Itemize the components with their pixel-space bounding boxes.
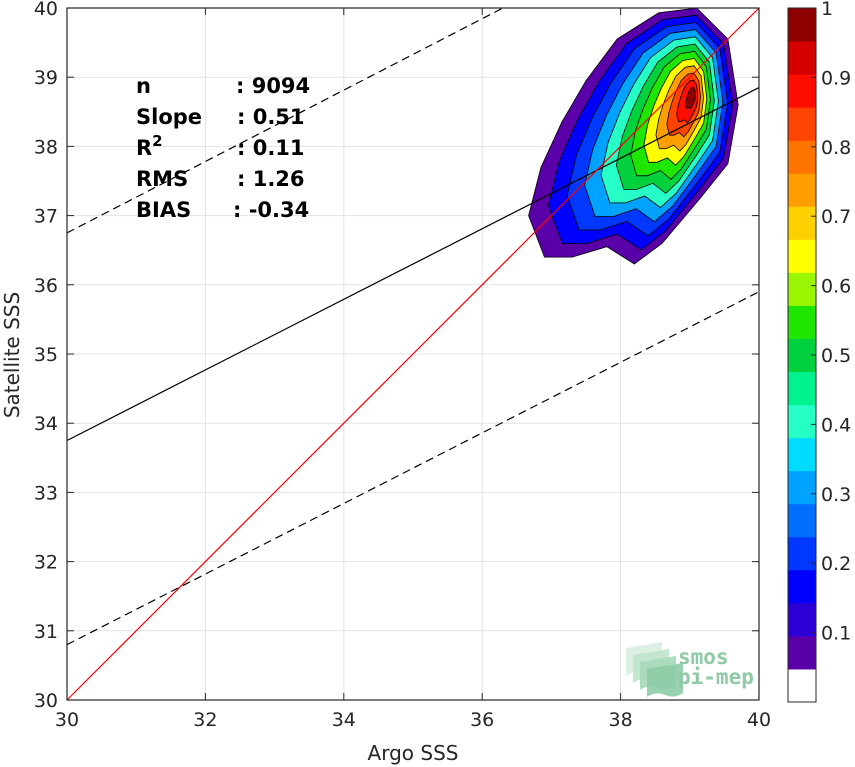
y-tick-label: 30 — [34, 690, 58, 712]
x-tick-label: 38 — [609, 709, 633, 731]
colorbar-swatch — [788, 173, 816, 207]
colorbar-tick-label: 1 — [821, 0, 833, 20]
stat-value: : -0.34 — [233, 198, 309, 222]
stat-value: : 9094 — [236, 74, 310, 98]
colorbar-swatch — [788, 239, 816, 273]
lower-bound-line — [66, 291, 760, 646]
colorbar-tick-label: 0.6 — [821, 276, 851, 298]
y-tick-label: 35 — [34, 344, 58, 366]
colorbar-tick-label: 0.5 — [821, 345, 851, 367]
colorbar-tick-label: 0.7 — [821, 206, 851, 228]
identity-line — [66, 7, 760, 701]
colorbar: 0.1 0.2 0.3 0.4 0.5 0.6 0.7 0.8 0.9 1 — [787, 0, 851, 703]
x-tick-label: 36 — [470, 709, 494, 731]
x-tick-label: 30 — [55, 709, 79, 731]
density-contour-level-12 — [685, 86, 696, 110]
colorbar-swatch — [788, 503, 816, 538]
logo-wave-shape — [647, 663, 683, 697]
colorbar-swatch — [788, 8, 816, 42]
colorbar-swatch — [788, 437, 816, 472]
x-tick-label: 40 — [747, 709, 771, 731]
colorbar-swatch — [788, 305, 816, 339]
axes: 30 32 34 36 38 40 30 31 32 33 34 35 36 37 38 39 40 — [34, 0, 771, 731]
stat-label: R2 — [136, 132, 163, 160]
colorbar-swatch — [788, 668, 816, 703]
colorbar-tick-label: 0.3 — [821, 484, 851, 506]
colorbar-swatch — [788, 536, 816, 571]
colorbar-swatch — [788, 206, 816, 240]
colorbar-swatch — [788, 569, 816, 604]
stat-label: RMS — [136, 167, 188, 191]
y-tick-label: 32 — [34, 552, 58, 574]
logo-mark-icon — [626, 642, 683, 697]
y-tick-label: 36 — [34, 275, 58, 297]
plot-lines — [66, 7, 760, 701]
y-tick-label: 31 — [34, 621, 58, 643]
stat-value: : 0.51 — [237, 105, 305, 129]
smos-pi-mep-logo: smos pi-mep — [626, 642, 754, 697]
x-tick-label: 32 — [193, 709, 217, 731]
density-contours — [528, 7, 739, 265]
y-tick-label: 33 — [34, 482, 58, 504]
stat-label: BIAS — [136, 198, 191, 222]
colorbar-swatch — [788, 371, 816, 406]
colorbar-swatch — [788, 635, 816, 670]
x-tick-label: 34 — [332, 709, 356, 731]
regression-line — [66, 87, 760, 442]
y-tick-label: 38 — [34, 136, 58, 158]
stats-box: n : 9094 Slope : 0.51 R2 : 0.11 RMS : 1.26 BIAS:… — [136, 74, 310, 222]
colorbar-tick-label: 0.2 — [821, 553, 851, 575]
colorbar-swatch — [788, 470, 816, 505]
y-tick-label: 39 — [34, 67, 58, 89]
y-tick-label: 34 — [34, 413, 58, 435]
colorbar-tick-label: 0.4 — [821, 414, 851, 436]
stat-label: n — [136, 74, 151, 98]
x-axis-title: Argo SSS — [368, 741, 459, 765]
stat-value: : 0.11 — [237, 136, 305, 160]
stat-value: : 1.26 — [237, 167, 305, 191]
colorbar-swatch — [788, 41, 816, 75]
colorbar-swatch — [788, 404, 816, 439]
colorbar-swatch — [788, 602, 816, 637]
colorbar-tick-label: 0.8 — [821, 137, 851, 159]
colorbar-tick-label: 0.9 — [821, 67, 851, 89]
colorbar-swatch — [788, 140, 816, 174]
y-tick-label: 37 — [34, 206, 58, 228]
colorbar-swatch — [788, 272, 816, 306]
logo-text-line1: smos — [678, 645, 729, 669]
upper-bound-line — [66, 7, 504, 234]
y-tick-label: 40 — [34, 0, 58, 20]
colorbar-swatch — [788, 74, 816, 108]
y-axis-title: Satellite SSS — [0, 292, 24, 418]
stat-label: Slope — [136, 105, 202, 129]
colorbar-swatch — [788, 107, 816, 141]
colorbar-tick-label: 0.1 — [821, 623, 851, 645]
logo-text-line2: pi-mep — [678, 665, 754, 689]
